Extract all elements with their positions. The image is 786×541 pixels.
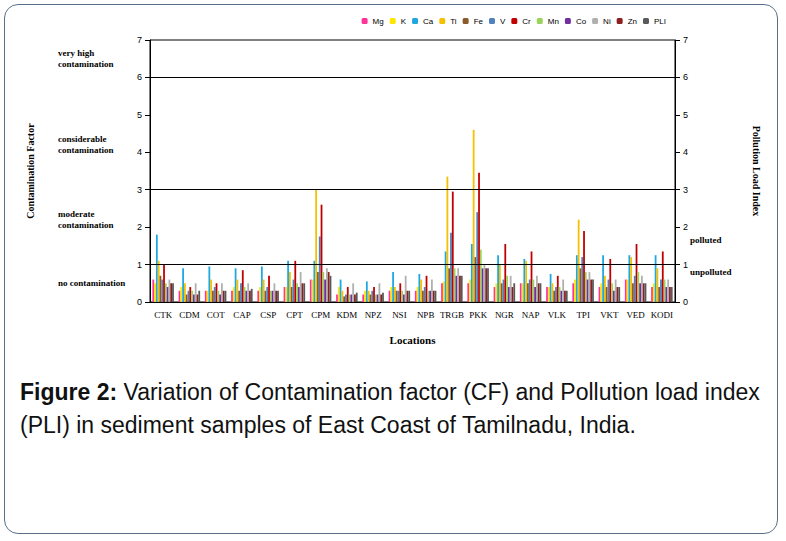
svg-text:Ni: Ni <box>603 17 611 26</box>
svg-text:6: 6 <box>683 72 688 82</box>
svg-text:KODI: KODI <box>651 310 674 320</box>
svg-text:Zn: Zn <box>628 17 637 26</box>
svg-text:contamination: contamination <box>58 220 114 230</box>
svg-text:NSI: NSI <box>392 310 407 320</box>
svg-text:Ca: Ca <box>423 17 434 26</box>
html-text:Figure 2: Variation of Contami: Figure 2: Variation of Contamination fac… <box>20 379 760 438</box>
svg-text:COT: COT <box>207 310 226 320</box>
svg-text:Pollution Load Index: Pollution Load Index <box>751 126 762 217</box>
svg-text:4: 4 <box>683 147 688 157</box>
svg-text:0: 0 <box>683 297 688 307</box>
svg-text:considerable: considerable <box>58 134 109 144</box>
svg-text:Mn: Mn <box>548 17 559 26</box>
svg-text:Mg: Mg <box>373 17 384 26</box>
svg-text:moderate: moderate <box>58 209 97 219</box>
svg-text:5: 5 <box>137 110 142 120</box>
svg-text:contamination: contamination <box>58 59 114 69</box>
svg-text:Contamination Factor: Contamination Factor <box>25 123 36 219</box>
svg-text:VED: VED <box>626 310 645 320</box>
svg-text:K: K <box>401 17 407 26</box>
svg-text:no contamination: no contamination <box>58 278 125 288</box>
svg-text:very high: very high <box>58 48 97 58</box>
svg-text:NPB: NPB <box>417 310 435 320</box>
svg-text:polluted: polluted <box>690 235 722 245</box>
svg-text:5: 5 <box>683 110 688 120</box>
svg-text:PKK: PKK <box>469 310 488 320</box>
svg-text:7: 7 <box>137 35 142 45</box>
svg-text:KDM: KDM <box>336 310 357 320</box>
svg-text:Cr: Cr <box>522 17 531 26</box>
svg-text:Ti: Ti <box>450 17 457 26</box>
svg-text:0: 0 <box>137 297 142 307</box>
svg-text:CAP: CAP <box>233 310 251 320</box>
svg-text:V: V <box>500 17 506 26</box>
svg-text:1: 1 <box>137 260 142 270</box>
svg-text:VLK: VLK <box>548 310 567 320</box>
svg-text:NGR: NGR <box>495 310 514 320</box>
svg-text:VKT: VKT <box>600 310 619 320</box>
svg-text:Locations: Locations <box>390 334 437 346</box>
svg-text:TRGB: TRGB <box>440 310 464 320</box>
svg-text:CDM: CDM <box>179 310 200 320</box>
svg-text:CTK: CTK <box>154 310 173 320</box>
svg-text:CSP: CSP <box>260 310 276 320</box>
svg-text:NPZ: NPZ <box>365 310 382 320</box>
svg-text:CPT: CPT <box>286 310 303 320</box>
svg-text:6: 6 <box>137 72 142 82</box>
svg-text:Co: Co <box>576 17 587 26</box>
svg-text:contamination: contamination <box>58 145 114 155</box>
svg-text:TPI: TPI <box>576 310 590 320</box>
svg-text:1: 1 <box>683 260 688 270</box>
svg-text:Fe: Fe <box>474 17 484 26</box>
svg-text:4: 4 <box>137 147 142 157</box>
svg-text:2: 2 <box>683 222 688 232</box>
svg-text:2: 2 <box>137 222 142 232</box>
svg-text:7: 7 <box>683 35 688 45</box>
svg-text:PLI: PLI <box>654 17 666 26</box>
svg-text:CPM: CPM <box>311 310 330 320</box>
svg-text:NAP: NAP <box>522 310 540 320</box>
svg-text:unpolluted: unpolluted <box>690 267 732 277</box>
svg-text:3: 3 <box>683 185 688 195</box>
svg-text:3: 3 <box>137 185 142 195</box>
